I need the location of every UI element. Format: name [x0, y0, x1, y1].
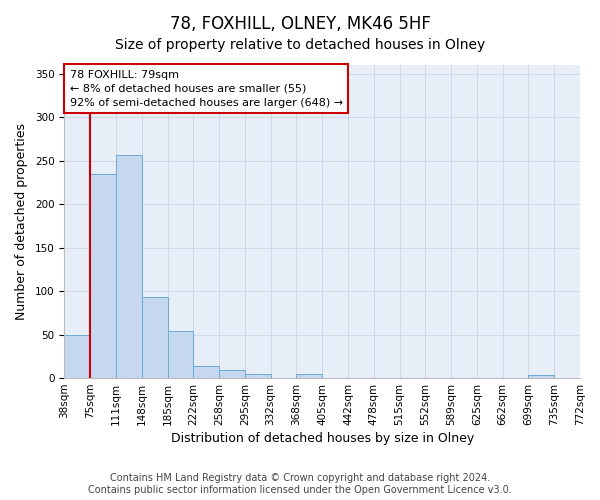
- Bar: [219, 370, 245, 378]
- Text: Contains HM Land Registry data © Crown copyright and database right 2024.
Contai: Contains HM Land Registry data © Crown c…: [88, 474, 512, 495]
- Text: 78, FOXHILL, OLNEY, MK46 5HF: 78, FOXHILL, OLNEY, MK46 5HF: [170, 15, 430, 33]
- Text: Size of property relative to detached houses in Olney: Size of property relative to detached ho…: [115, 38, 485, 52]
- Text: 78 FOXHILL: 79sqm
← 8% of detached houses are smaller (55)
92% of semi-detached : 78 FOXHILL: 79sqm ← 8% of detached house…: [70, 70, 343, 108]
- Bar: [193, 366, 219, 378]
- Bar: [64, 336, 90, 378]
- Y-axis label: Number of detached properties: Number of detached properties: [15, 123, 28, 320]
- Bar: [167, 331, 193, 378]
- Bar: [142, 297, 167, 378]
- Bar: [296, 374, 322, 378]
- Bar: [245, 374, 271, 378]
- X-axis label: Distribution of detached houses by size in Olney: Distribution of detached houses by size …: [170, 432, 474, 445]
- Bar: [90, 174, 116, 378]
- Bar: [529, 374, 554, 378]
- Bar: [116, 156, 142, 378]
